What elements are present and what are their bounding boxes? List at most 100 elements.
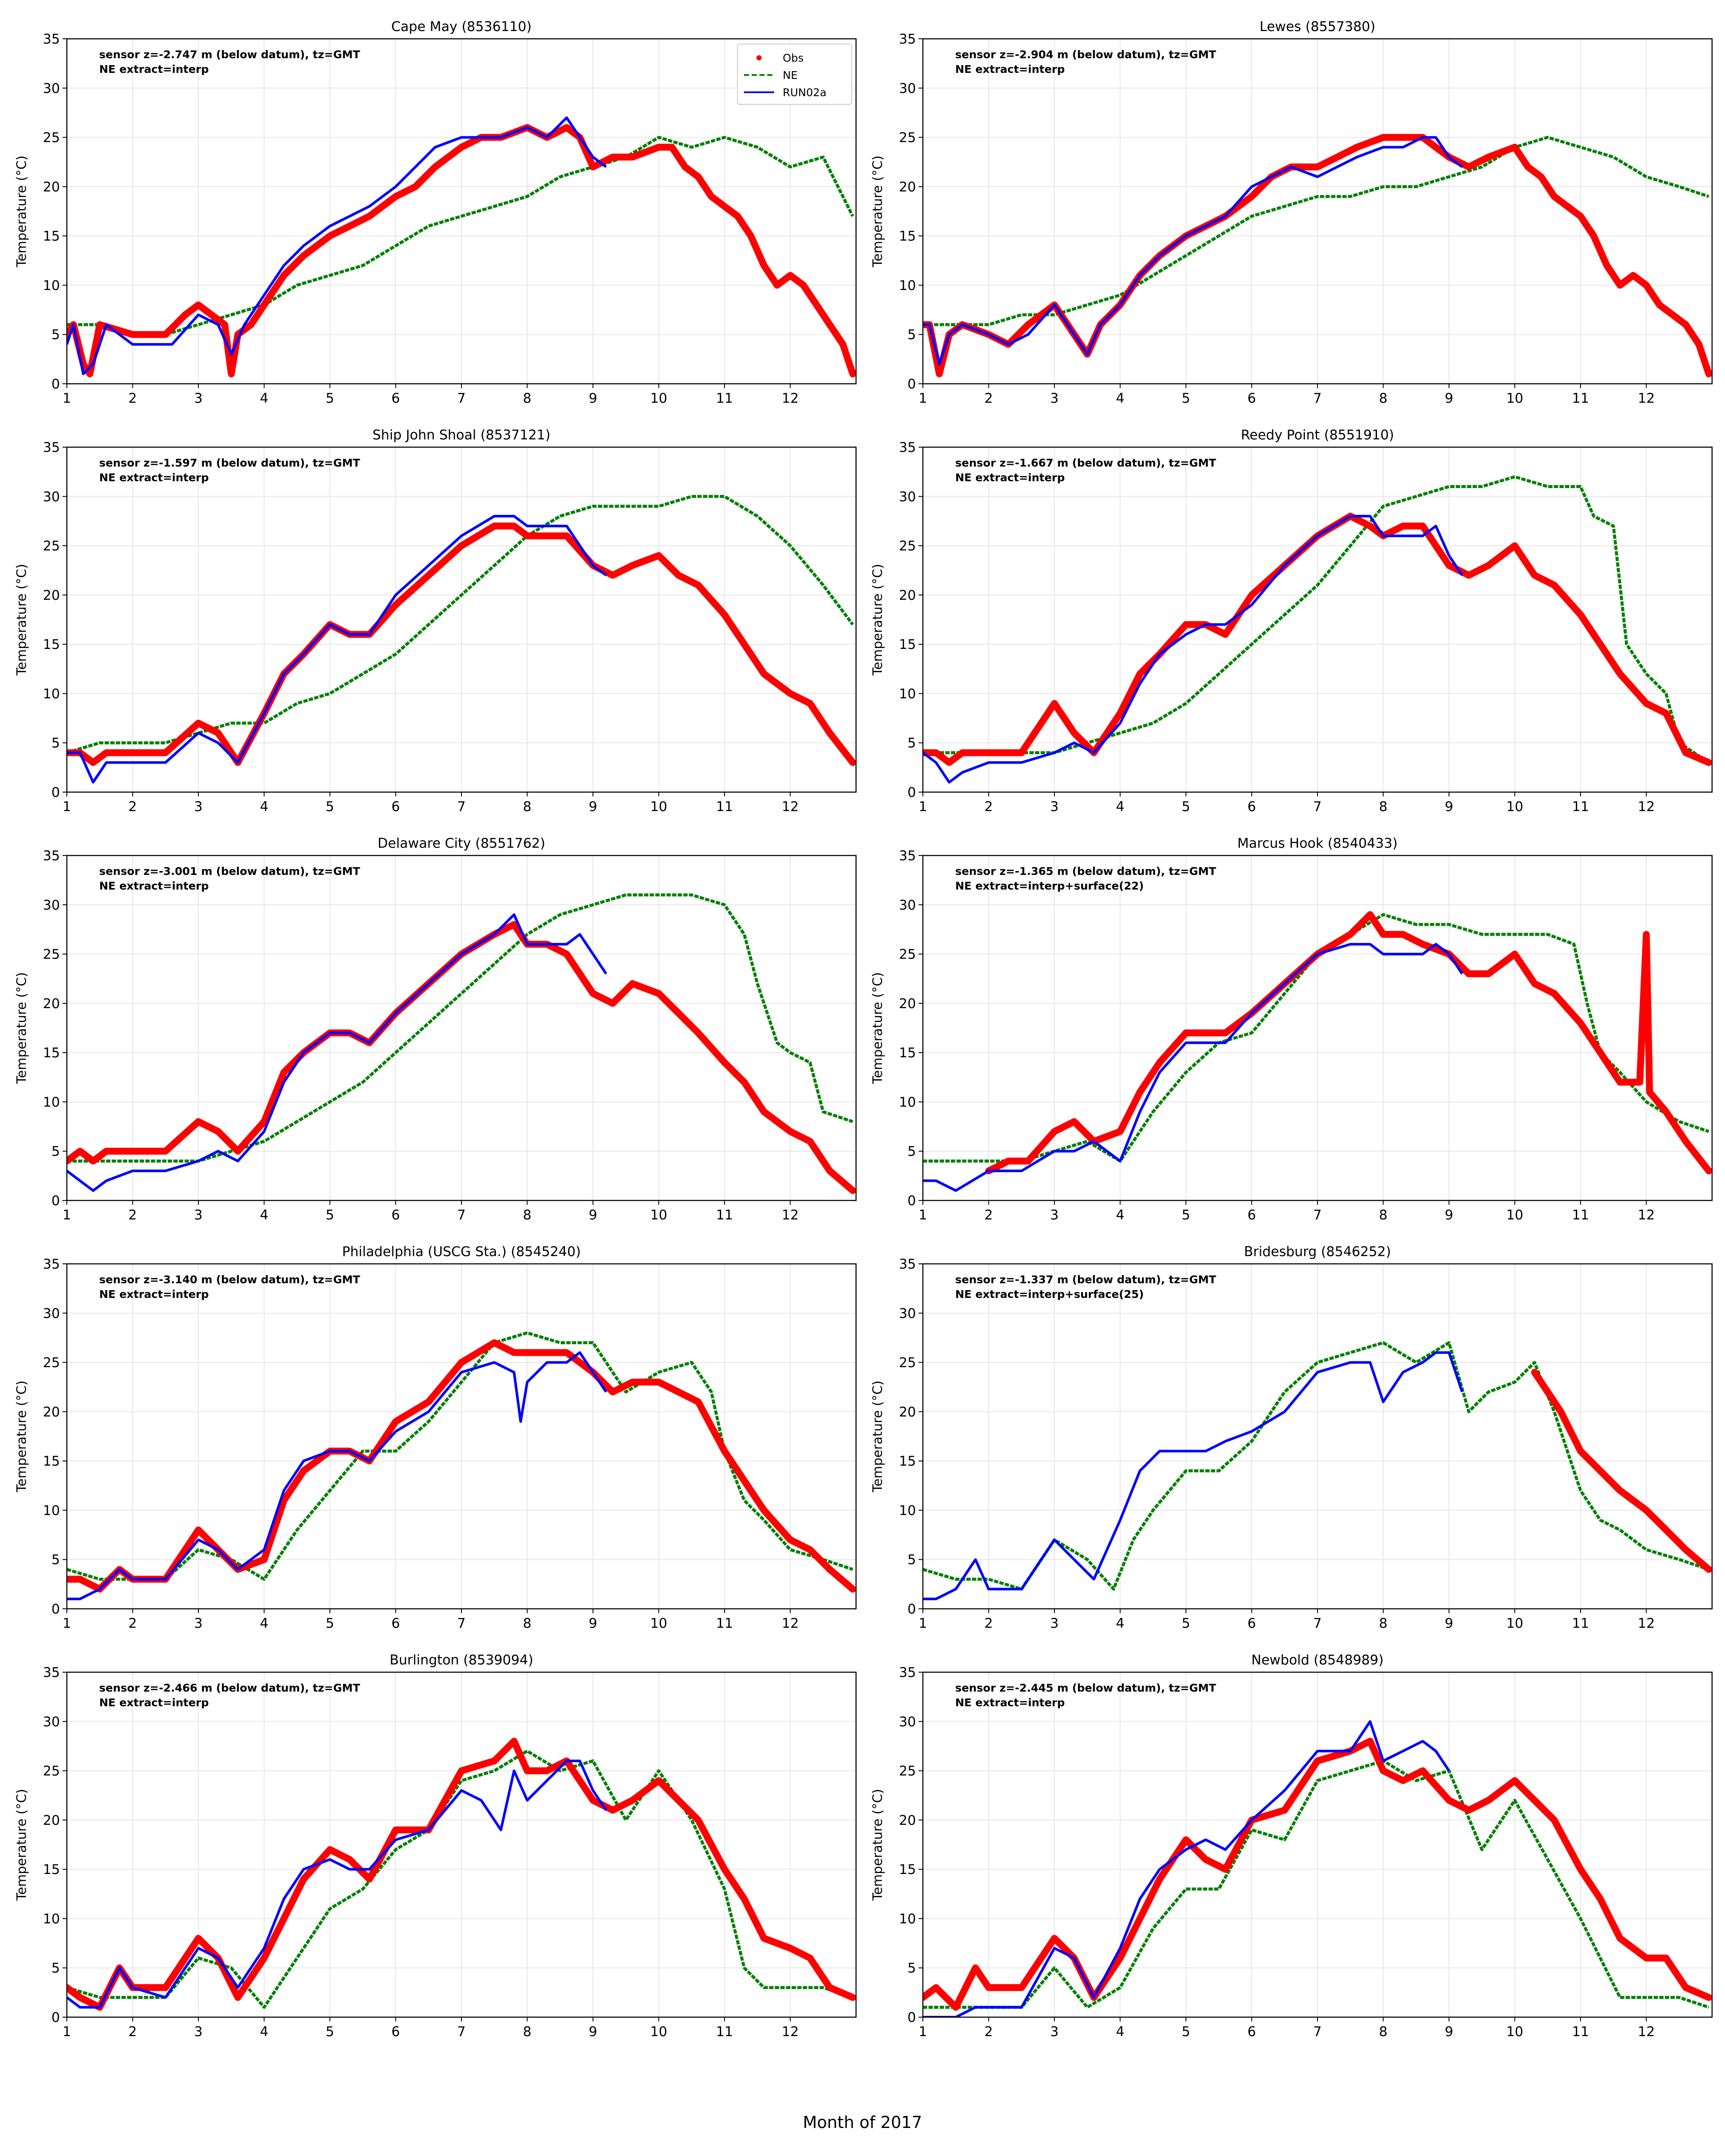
annotation-text: sensor z=-1.597 m (below datum), tz=GMT	[99, 457, 360, 469]
annotation-text: sensor z=-2.904 m (below datum), tz=GMT	[955, 48, 1216, 61]
plot-frame	[66, 446, 857, 793]
y-tick-label: 25	[43, 539, 60, 554]
x-tick-label: 11	[1572, 2024, 1589, 2040]
x-tick-label: 2	[985, 1207, 993, 1223]
y-tick-label: 35	[43, 1665, 60, 1680]
y-tick-label: 5	[907, 1552, 916, 1568]
y-tick-label: 30	[43, 489, 60, 505]
series-run02a-line	[923, 943, 1463, 1192]
annotation-text: sensor z=-2.466 m (below datum), tz=GMT	[99, 1682, 360, 1694]
x-tick-label: 1	[63, 2024, 71, 2040]
y-tick-label: 35	[43, 1257, 60, 1272]
x-tick-label: 9	[1445, 1207, 1453, 1223]
annotation-text: NE extract=interp	[99, 880, 209, 892]
y-axis-label: Temperature (°C)	[870, 972, 885, 1084]
series-obs-line	[923, 513, 1712, 766]
x-tick-label: 10	[1506, 799, 1523, 815]
y-tick-label: 10	[43, 686, 60, 702]
y-tick-label: 20	[43, 1404, 60, 1420]
annotation-text: NE extract=interp	[99, 1696, 209, 1709]
x-tick-label: 1	[919, 1616, 927, 1631]
y-tick-label: 35	[899, 31, 916, 47]
y-tick-label: 35	[899, 1665, 916, 1680]
chart-title: Reedy Point (8551910)	[1241, 427, 1394, 443]
x-tick-label: 6	[392, 391, 400, 406]
x-tick-label: 12	[1638, 1207, 1655, 1223]
y-tick-label: 25	[899, 1764, 916, 1779]
y-tick-label: 20	[43, 1813, 60, 1828]
x-tick-label: 2	[129, 1616, 137, 1631]
chart-title: Lewes (8557380)	[1260, 19, 1375, 34]
x-tick-label: 6	[392, 1616, 400, 1631]
y-tick-label: 15	[43, 1045, 60, 1061]
x-tick-label: 8	[523, 391, 532, 406]
x-tick-label: 9	[1445, 799, 1453, 815]
x-tick-label: 1	[63, 391, 71, 406]
series-obs-line	[923, 134, 1712, 378]
series-run02a-line	[67, 1351, 607, 1601]
plot-frame	[66, 38, 857, 385]
annotation-text: NE extract=interp	[955, 1696, 1065, 1709]
x-tick-label: 1	[919, 799, 927, 815]
y-tick-label: 0	[907, 376, 916, 392]
y-tick-label: 0	[907, 1193, 916, 1209]
series-ne-line	[67, 1749, 853, 2009]
y-tick-label: 30	[899, 1306, 916, 1321]
series-ne-line	[67, 495, 854, 754]
series-ne-line	[923, 475, 1710, 764]
x-tick-label: 11	[716, 2024, 733, 2040]
y-tick-label: 20	[899, 588, 916, 603]
y-tick-label: 0	[51, 785, 60, 800]
x-tick-label: 2	[985, 391, 993, 406]
y-tick-label: 0	[51, 376, 60, 392]
chart-panel-9: Burlington (8539094)Temperature (°C)1 2 3 4…	[14, 1652, 857, 2040]
y-tick-label: 30	[43, 897, 60, 913]
x-tick-label: 12	[782, 1207, 799, 1223]
y-tick-label: 25	[899, 539, 916, 554]
chart-panel-5: Delaware City (8551762) Temperature (°C) 1…	[14, 836, 857, 1223]
x-tick-label: 5	[326, 1616, 334, 1631]
x-tick-label: 6	[1248, 391, 1256, 406]
y-tick-label: 30	[43, 1306, 60, 1321]
plot-frame	[66, 855, 857, 1201]
x-tick-label: 5	[1182, 799, 1190, 815]
x-tick-label: 2	[129, 1207, 137, 1223]
x-tick-label: 1	[919, 2024, 927, 2040]
annotation-text: sensor z=-1.337 m (below datum), tz=GMT	[955, 1273, 1216, 1286]
y-tick-label: 15	[43, 229, 60, 244]
annotation-text: NE extract=interp	[99, 471, 209, 484]
y-tick-label: 5	[51, 1552, 60, 1568]
y-axis-label: Temperature (°C)	[870, 1381, 885, 1493]
annotation-text: sensor z=-2.747 m (below datum), tz=GMT	[99, 48, 360, 61]
x-tick-label: 7	[457, 1616, 466, 1631]
x-tick-label: 7	[1313, 1616, 1322, 1631]
series-run02a-line	[923, 515, 1463, 784]
x-tick-label: 2	[129, 2024, 137, 2040]
annotation-text: NE extract=interp	[955, 471, 1065, 484]
y-tick-label: 25	[43, 947, 60, 962]
x-tick-label: 3	[194, 1207, 203, 1223]
y-axis-label: Temperature (°C)	[870, 564, 885, 676]
series-group	[923, 134, 1712, 378]
chart-panel-7: Philadelphia (USCG Sta.) (8545240) Temper…	[14, 1244, 857, 1631]
x-tick-label: 5	[326, 1207, 334, 1223]
x-tick-label: 11	[716, 1616, 733, 1631]
series-ne-line	[923, 136, 1709, 326]
y-axis-label: Temperature (°C)	[14, 156, 29, 268]
series-ne-line	[923, 1759, 1709, 2009]
series-group	[923, 911, 1712, 1192]
y-tick-label: 0	[51, 2010, 60, 2025]
annotation-text: NE extract=interp+surface(22)	[955, 880, 1144, 892]
y-tick-label: 10	[43, 1094, 60, 1110]
y-tick-label: 10	[43, 278, 60, 293]
chart-title: Burlington (8539094)	[389, 1652, 533, 1668]
y-axis-label: Temperature (°C)	[14, 564, 29, 676]
y-tick-label: 10	[899, 686, 916, 702]
y-tick-label: 0	[907, 2010, 916, 2025]
y-tick-label: 25	[43, 130, 60, 146]
y-tick-label: 15	[43, 1862, 60, 1877]
series-group	[67, 1331, 856, 1601]
y-tick-label: 5	[907, 1961, 916, 1976]
chart-panel-2: Lewes (8557380)Temperature (°C)1 2 3 4 5 6 7 8 9…	[870, 19, 1713, 406]
